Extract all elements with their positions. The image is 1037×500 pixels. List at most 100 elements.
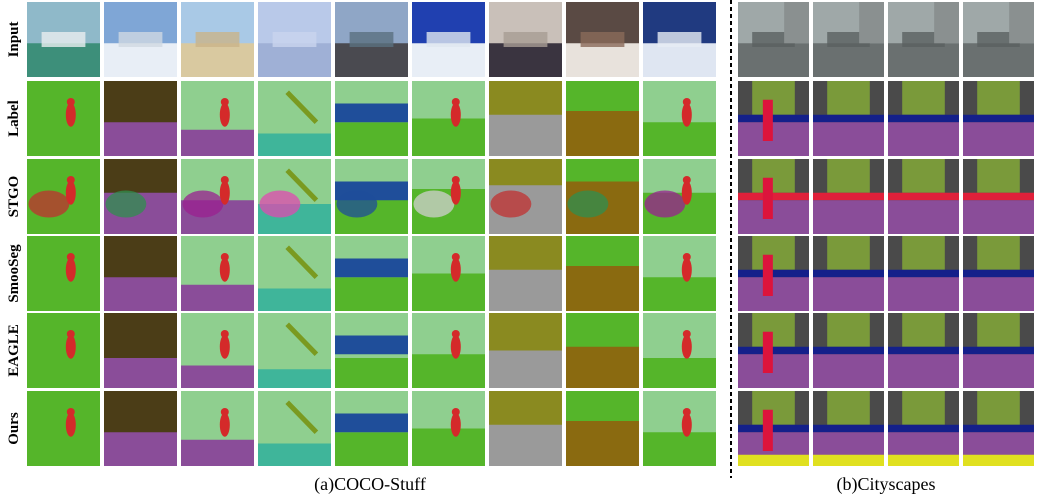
seg-road — [738, 200, 809, 234]
seg-noise — [259, 191, 300, 218]
image-cell — [412, 313, 485, 388]
seg-tree — [977, 313, 1020, 347]
seg-person — [66, 413, 76, 437]
seg-tree — [827, 313, 870, 347]
image-cell — [258, 159, 331, 234]
seg-bottom — [335, 277, 408, 311]
image-cell — [27, 81, 100, 156]
seg-person — [763, 178, 773, 219]
seg-car — [813, 115, 884, 123]
image-cell — [181, 313, 254, 388]
building — [784, 2, 809, 43]
image-cell — [813, 236, 884, 311]
image-cell — [643, 391, 716, 466]
image-cell — [27, 391, 100, 466]
seg-car — [963, 347, 1034, 355]
image-cell — [181, 391, 254, 466]
seg-tree — [827, 81, 870, 115]
image-cell — [335, 236, 408, 311]
image-cell — [643, 2, 716, 77]
image-cell — [104, 236, 177, 311]
seg-car — [888, 115, 959, 123]
image-cell — [258, 313, 331, 388]
seg-road — [888, 354, 959, 388]
seg-road — [738, 122, 809, 156]
seg-building — [335, 414, 408, 433]
image-cell — [738, 159, 809, 234]
image-cell — [963, 313, 1034, 388]
seg-tree — [902, 159, 945, 193]
seg-building — [335, 336, 408, 355]
seg-sidewalk — [888, 455, 959, 466]
seg-head — [683, 253, 691, 261]
seg-bottom — [566, 266, 639, 311]
photo-ground — [963, 43, 1034, 77]
seg-bottom — [489, 115, 562, 156]
seg-person — [66, 103, 76, 127]
photo-ground — [104, 43, 177, 77]
seg-tree — [752, 313, 795, 347]
seg-car — [738, 270, 809, 278]
image-cell — [258, 391, 331, 466]
image-cell — [104, 81, 177, 156]
seg-building — [335, 259, 408, 278]
seg-person — [451, 103, 461, 127]
seg-road — [738, 277, 809, 311]
photo-ground — [412, 43, 485, 77]
image-cell — [489, 313, 562, 388]
row-label: Ours — [6, 412, 22, 445]
seg-bottom — [412, 354, 485, 388]
figure: (a)COCO-Stuff (b)Cityscapes InputLabelST… — [0, 0, 1037, 500]
building — [934, 2, 959, 43]
seg-person — [66, 258, 76, 282]
seg-bottom — [643, 358, 716, 388]
seg-person — [682, 103, 692, 127]
seg-tree — [902, 313, 945, 347]
photo-detail — [42, 32, 86, 47]
seg-head — [683, 408, 691, 416]
seg-bottom — [412, 274, 485, 312]
seg-person — [220, 335, 230, 359]
seg-tree — [752, 236, 795, 270]
image-cell — [738, 236, 809, 311]
image-cell — [963, 391, 1034, 466]
image-cell — [566, 2, 639, 77]
image-cell — [104, 2, 177, 77]
seg-bottom — [335, 122, 408, 156]
image-cell — [963, 236, 1034, 311]
caption-cityscapes: (b)Cityscapes — [837, 474, 936, 495]
image-cell — [27, 313, 100, 388]
seg-road — [888, 122, 959, 156]
seg-bottom — [566, 111, 639, 156]
seg-road — [963, 277, 1034, 311]
image-cell — [888, 236, 959, 311]
image-cell — [181, 81, 254, 156]
seg-head — [452, 253, 460, 261]
photo-ground — [888, 43, 959, 77]
seg-tree — [827, 391, 870, 425]
seg-sidewalk — [813, 455, 884, 466]
seg-bottom — [27, 149, 100, 157]
seg-head — [221, 253, 229, 261]
image-cell — [412, 2, 485, 77]
seg-car — [888, 270, 959, 278]
image-cell — [963, 2, 1034, 77]
seg-tree — [977, 236, 1020, 270]
caption-coco: (a)COCO-Stuff — [314, 474, 426, 495]
page: (a)COCO-Stuff (b)Cityscapes InputLabelST… — [0, 0, 1037, 500]
seg-bottom — [104, 432, 177, 466]
seg-tree — [977, 159, 1020, 193]
seg-head — [452, 176, 460, 184]
seg-bottom — [181, 130, 254, 156]
image-cell — [813, 2, 884, 77]
seg-person — [682, 181, 692, 205]
row-label: Input — [6, 22, 22, 58]
image-cell — [888, 159, 959, 234]
image-cell — [643, 159, 716, 234]
image-cell — [643, 313, 716, 388]
photo-detail — [658, 32, 702, 47]
image-cell — [566, 236, 639, 311]
seg-bottom — [27, 219, 100, 234]
seg-noise — [28, 191, 69, 218]
photo-detail — [581, 32, 625, 47]
